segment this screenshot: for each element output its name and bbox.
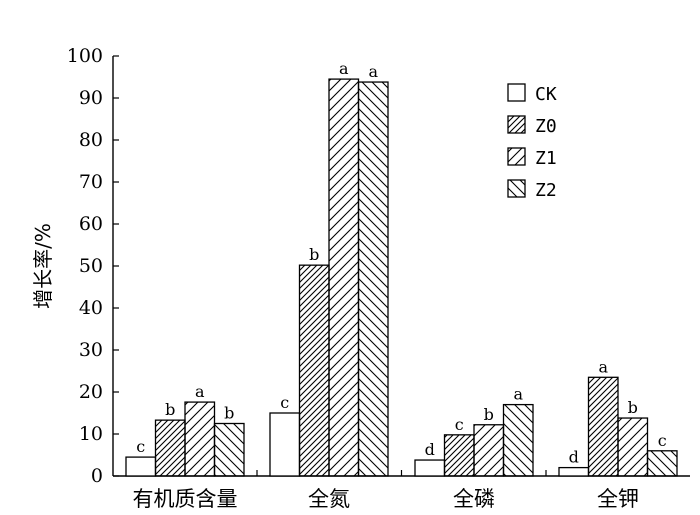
y-tick-label: 10 xyxy=(79,423,103,445)
significance-label: a xyxy=(513,385,523,404)
significance-label: b xyxy=(628,398,638,417)
bar-ck xyxy=(558,466,590,477)
legend-swatch-ck xyxy=(507,83,526,102)
significance-label: c xyxy=(136,437,145,456)
legend-swatch-z1 xyxy=(507,147,526,166)
bar-z0 xyxy=(154,419,186,477)
significance-label: b xyxy=(165,400,175,419)
bar-ck xyxy=(125,456,157,477)
bar-ck xyxy=(414,459,446,477)
significance-label: a xyxy=(339,59,349,78)
y-tick-label: 50 xyxy=(79,255,103,277)
bar-ck xyxy=(269,412,301,477)
y-tick-label: 20 xyxy=(79,381,103,403)
y-tick-label: 70 xyxy=(79,171,103,193)
legend-swatch-z0 xyxy=(507,115,526,134)
legend-label: Z1 xyxy=(535,148,557,169)
bar-z2 xyxy=(357,81,389,477)
y-tick-label: 90 xyxy=(79,87,103,109)
bar-z1 xyxy=(328,78,360,477)
x-tick-label: 全氮 xyxy=(308,487,350,511)
bar-z2 xyxy=(502,403,534,477)
bar-z1 xyxy=(617,417,649,477)
legend-label: CK xyxy=(535,84,557,105)
y-tick-label: 60 xyxy=(79,213,103,235)
significance-label: a xyxy=(368,62,378,81)
significance-label: c xyxy=(280,393,289,412)
x-tick-label: 全钾 xyxy=(597,487,639,511)
significance-label: c xyxy=(455,415,464,434)
y-tick-label: 0 xyxy=(91,465,103,487)
legend-label: Z0 xyxy=(535,116,557,137)
y-tick-label: 40 xyxy=(79,297,103,319)
bar-z0 xyxy=(443,434,475,477)
bar-z1 xyxy=(473,424,505,477)
bar-z1 xyxy=(184,401,216,477)
legend-label: Z2 xyxy=(535,180,557,201)
significance-label: b xyxy=(484,405,494,424)
significance-label: a xyxy=(598,357,608,376)
bar-z0 xyxy=(587,376,619,477)
axes: 0 10 20 30 40 50 60 70 80 90 100 有机质含量 全氮 全磷 全钾 xyxy=(67,45,690,511)
y-tick-label: 80 xyxy=(79,129,103,151)
x-tick-label: 有机质含量 xyxy=(133,487,238,511)
y-tick-label: 30 xyxy=(79,339,103,361)
significance-label: d xyxy=(425,440,435,459)
y-tick-label: 100 xyxy=(67,45,103,67)
bars xyxy=(125,78,678,477)
legend-swatch-z2 xyxy=(507,179,526,198)
significance-label: c xyxy=(658,431,667,450)
significance-label: b xyxy=(309,245,319,264)
bar-z2 xyxy=(646,450,678,477)
x-tick-label: 全磷 xyxy=(453,487,495,511)
y-axis-label: 增长率/% xyxy=(31,223,55,309)
significance-label: d xyxy=(569,448,579,467)
significance-label: b xyxy=(224,404,234,423)
bar-z0 xyxy=(298,264,330,477)
legend: CK Z0 Z1 Z2 xyxy=(507,83,557,201)
bar-z2 xyxy=(213,422,245,477)
significance-label: a xyxy=(195,382,205,401)
